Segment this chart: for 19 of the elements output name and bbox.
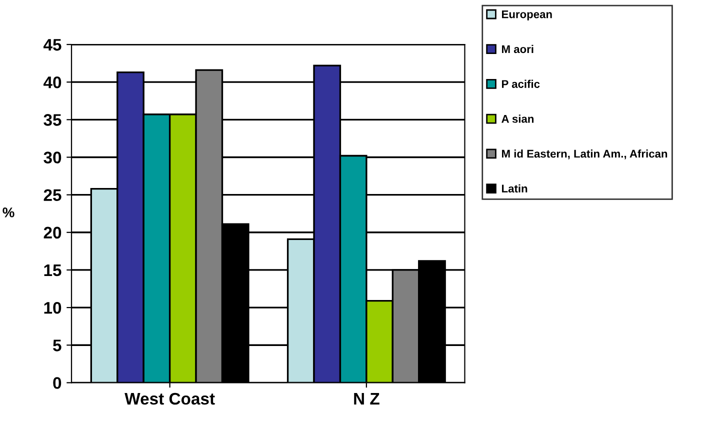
y-tick-label: 30	[44, 152, 62, 164]
x-tick-label: N Z	[354, 393, 380, 404]
legend-label: European	[502, 10, 552, 20]
legend-label: M id Eastern, Latin Am., African	[502, 150, 668, 160]
y-tick-label: 5	[53, 340, 62, 352]
legend-label: M aori	[502, 44, 534, 54]
y-tick-label: 35	[44, 114, 62, 126]
legend-label: Latin	[502, 184, 528, 193]
y-tick-label: 25	[44, 189, 62, 202]
x-tick-label: West Coast	[124, 392, 215, 405]
y-tick-label: 20	[44, 226, 62, 239]
y-tick-label: 45	[43, 39, 62, 51]
legend-label: P acific	[502, 80, 540, 88]
legend-label: A sian	[502, 114, 534, 123]
y-tick-label: 15	[44, 264, 62, 276]
y-axis-title: %	[2, 208, 14, 218]
y-tick-label: 40	[43, 76, 62, 88]
y-tick-label: 10	[44, 302, 62, 314]
y-tick-label: 0	[53, 377, 62, 389]
